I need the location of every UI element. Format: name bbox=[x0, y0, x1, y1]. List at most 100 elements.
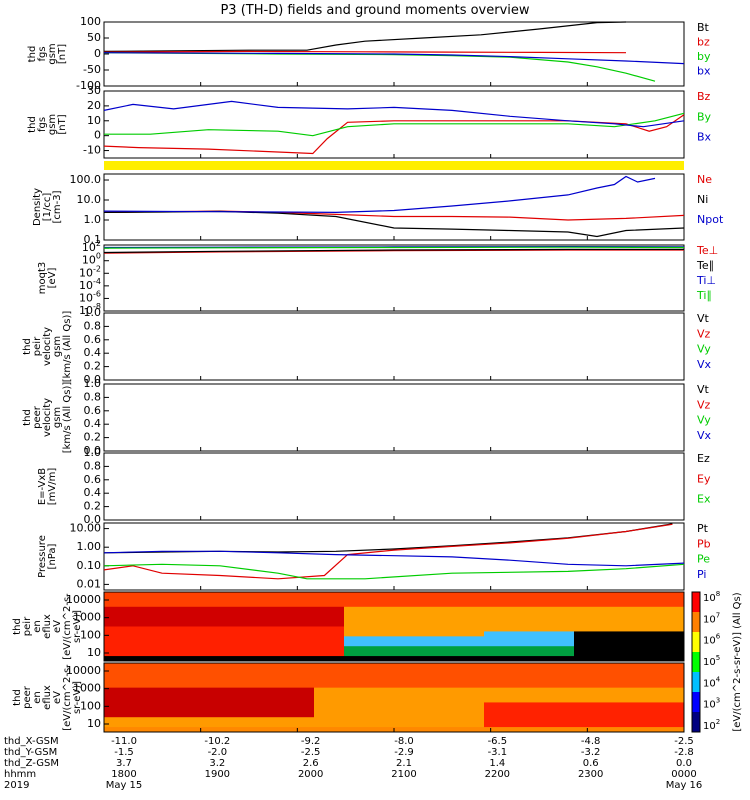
spectrogram-cell bbox=[114, 692, 125, 698]
spectrogram-cell bbox=[504, 717, 515, 723]
spectrogram-cell bbox=[324, 687, 335, 694]
spectrogram-cell bbox=[124, 626, 135, 632]
spectrogram-cell bbox=[244, 631, 255, 637]
spectrogram-cell bbox=[494, 616, 505, 623]
spectrogram-cell bbox=[674, 626, 685, 632]
legend-entry: Vz bbox=[697, 327, 711, 340]
spectrogram-cell bbox=[134, 712, 145, 718]
spectrogram-cell bbox=[214, 687, 225, 694]
spectrogram-cell bbox=[444, 722, 455, 728]
spectrogram-cell bbox=[344, 687, 355, 694]
spectrogram-cell bbox=[254, 712, 265, 718]
spectrogram-cell bbox=[244, 712, 255, 718]
spectrogram-cell bbox=[674, 646, 685, 652]
spectrogram-cell bbox=[254, 702, 265, 708]
spectrogram-cell bbox=[254, 722, 265, 728]
spectrogram-cell bbox=[534, 616, 545, 623]
spectrogram-cell bbox=[214, 707, 225, 713]
spectrogram-cell bbox=[574, 621, 585, 627]
spectrogram-cell bbox=[404, 692, 415, 698]
spectrogram-cell bbox=[244, 611, 255, 618]
y-axis-label-line: peer bbox=[32, 405, 43, 429]
spectrogram-cell bbox=[204, 677, 215, 684]
spectrogram-cell bbox=[624, 596, 635, 603]
spectrogram-cell bbox=[104, 651, 115, 657]
spectrogram-cell bbox=[194, 616, 205, 623]
y-axis-label: Pressure [nPa] bbox=[37, 535, 58, 578]
legend-entry: Te∥ bbox=[696, 259, 714, 272]
spectrogram-cell bbox=[194, 707, 205, 713]
spectrogram-cell bbox=[224, 687, 235, 694]
y-axis-label: thd peir velocity gsm [km/s (All Qs)] bbox=[22, 311, 73, 383]
spectrogram-cell bbox=[414, 667, 425, 674]
spectrogram-cell bbox=[504, 641, 515, 647]
spectrogram-cell bbox=[264, 616, 275, 623]
spectrogram-cell bbox=[394, 707, 405, 713]
spectrogram-cell bbox=[604, 677, 615, 684]
y-axis-label-line: gsm bbox=[47, 114, 58, 135]
spectrogram-cell bbox=[304, 707, 315, 713]
spectrogram-cell bbox=[544, 697, 555, 703]
spectrogram-cell bbox=[584, 646, 595, 652]
colorbar-segment bbox=[692, 697, 700, 703]
spectrogram-cell bbox=[124, 596, 135, 603]
spectrogram-cell bbox=[144, 722, 155, 728]
spectrogram-cell bbox=[234, 646, 245, 652]
spectrogram-cell bbox=[454, 707, 465, 713]
spectrogram-cell bbox=[324, 667, 335, 674]
spectrogram-cell bbox=[454, 651, 465, 657]
spectrogram-cell bbox=[504, 616, 515, 623]
x-row-label: thd_X-GSM bbox=[4, 736, 59, 747]
spectrogram-cell bbox=[104, 641, 115, 647]
spectrogram-cell bbox=[404, 682, 415, 689]
spectrogram-cell bbox=[604, 651, 615, 657]
y-axis-label: E=-VxB [mV/m] bbox=[37, 468, 58, 506]
spectrogram-cell bbox=[534, 687, 545, 694]
colorbar-tick-label: 105 bbox=[703, 654, 720, 668]
spectrogram-cell bbox=[524, 677, 535, 684]
spectrogram-cell bbox=[574, 692, 585, 698]
spectrogram-cell bbox=[604, 717, 615, 723]
spectrogram-cell bbox=[104, 697, 115, 703]
spectrogram-cell bbox=[154, 631, 165, 637]
spectrogram-cell bbox=[584, 601, 595, 608]
spectrogram-cell bbox=[434, 592, 445, 598]
spectrogram-cell bbox=[154, 606, 165, 613]
spectrogram-cell bbox=[264, 727, 275, 733]
spectrogram-cell bbox=[574, 601, 585, 608]
spectrogram-cell bbox=[374, 697, 385, 703]
spectrogram-cell bbox=[134, 707, 145, 713]
panel-frame bbox=[103, 244, 685, 312]
spectrogram-cell bbox=[674, 651, 685, 657]
spectrogram-cell bbox=[424, 606, 435, 613]
spectrogram-cell bbox=[524, 592, 535, 598]
spectrogram-cell bbox=[314, 646, 325, 652]
spectrogram-cell bbox=[304, 626, 315, 632]
spectrogram-cell bbox=[524, 722, 535, 728]
spectrogram-cell bbox=[504, 667, 515, 674]
spectrogram-cell bbox=[144, 667, 155, 674]
spectrogram-cell bbox=[474, 663, 485, 669]
spectrogram-cell bbox=[254, 636, 265, 642]
spectrogram-cells bbox=[104, 592, 685, 662]
spectrogram-cell bbox=[354, 717, 365, 723]
spectrogram-cell bbox=[364, 596, 375, 603]
spectrogram-cell bbox=[234, 687, 245, 694]
spectrogram-cell bbox=[214, 646, 225, 652]
spectrogram-cell bbox=[224, 667, 235, 674]
spectrogram-cell bbox=[594, 656, 605, 662]
spectrogram-cell bbox=[664, 646, 675, 652]
series-By bbox=[104, 112, 685, 137]
spectrogram-cell bbox=[414, 621, 425, 627]
spectrogram-cell bbox=[384, 697, 395, 703]
spectrogram-cell bbox=[434, 663, 445, 669]
spectrogram-cell bbox=[464, 682, 475, 689]
spectrogram-cell bbox=[584, 663, 595, 669]
y-axis-label: thd peer en eflux eV [eV/(cm^2-s-sr-eV)] bbox=[12, 664, 83, 731]
spectrogram-cell bbox=[594, 667, 605, 674]
spectrogram-cell bbox=[294, 656, 305, 662]
spectrogram-cell bbox=[244, 677, 255, 684]
spectrogram-cell bbox=[394, 687, 405, 694]
spectrogram-cell bbox=[294, 626, 305, 632]
spectrogram-cell bbox=[104, 707, 115, 713]
